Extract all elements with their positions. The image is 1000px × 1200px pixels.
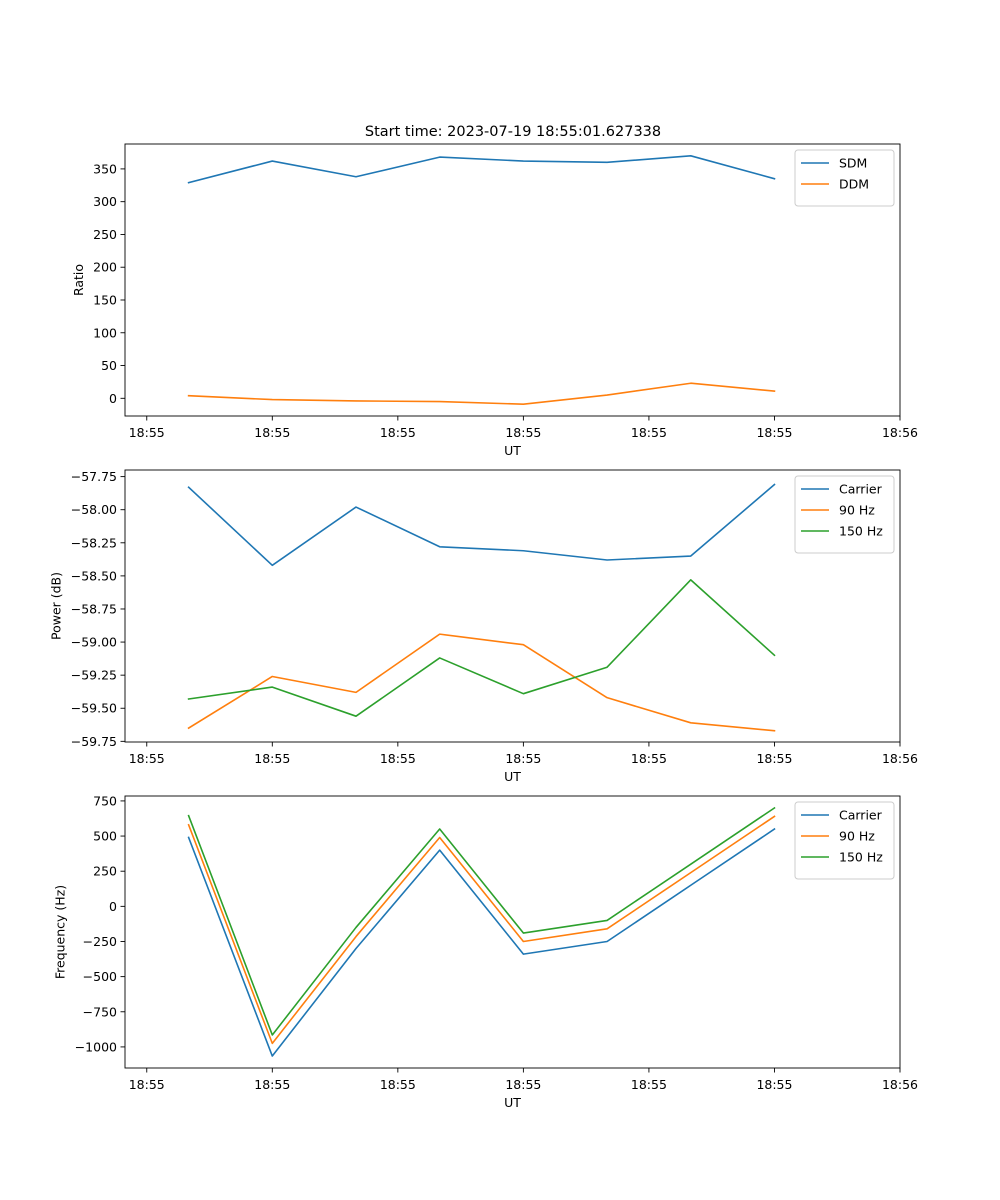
figure-title: Start time: 2023-07-19 18:55:01.627338 <box>365 124 661 140</box>
legend: SDM DDM <box>794 149 895 207</box>
x-tick-label: 18:55 <box>254 751 290 766</box>
series-line-90-hz <box>187 633 776 732</box>
y-tick-label: −59.00 <box>71 635 117 650</box>
legend-entry: SDM <box>839 156 867 171</box>
y-tick-label: −59.25 <box>71 668 117 683</box>
y-tick-label: 0 <box>109 899 117 914</box>
plot-frame <box>124 143 901 417</box>
x-axis-label: UT <box>504 1095 521 1110</box>
series-line-ddm <box>187 382 776 406</box>
legend-box <box>794 149 895 207</box>
y-tick-label: 250 <box>93 227 117 242</box>
legend: Carrier 90 Hz 150 Hz <box>794 475 895 554</box>
y-tick-label: −57.75 <box>71 469 117 484</box>
x-tick-label: 18:55 <box>129 1077 165 1092</box>
plot-frame <box>124 469 901 743</box>
y-axis-label: Ratio <box>71 264 86 296</box>
x-tick-label: 18:55 <box>380 751 416 766</box>
legend-entry: DDM <box>839 177 869 192</box>
chart-panel-1: 18:55 18:55 18:55 18:55 18:55 18:55 18:56 0 50 10… <box>71 143 918 458</box>
x-tick-label: 18:55 <box>254 425 290 440</box>
x-tick-label: 18:56 <box>882 425 918 440</box>
x-tick-label: 18:56 <box>882 751 918 766</box>
series-line-carrier <box>187 483 776 567</box>
x-tick-label: 18:55 <box>631 751 667 766</box>
chart-panels: 18:55 18:55 18:55 18:55 18:55 18:55 18:56 0 50 10… <box>49 143 918 1110</box>
y-tick-label: 300 <box>93 194 117 209</box>
y-tick-label: −59.75 <box>71 734 117 749</box>
series-line-150-hz <box>187 806 776 1036</box>
y-axis-label: Frequency (Hz) <box>53 885 68 979</box>
x-tick-label: 18:55 <box>129 751 165 766</box>
y-axis-label: Power (dB) <box>49 572 64 640</box>
y-tick-label: 50 <box>101 358 117 373</box>
x-tick-label: 18:55 <box>129 425 165 440</box>
y-tick-label: −58.00 <box>71 502 117 517</box>
series-line-carrier <box>187 827 776 1057</box>
legend-box <box>794 801 895 880</box>
legend-entry: Carrier <box>839 808 883 823</box>
legend-box <box>794 475 895 554</box>
y-tick-label: −250 <box>83 934 117 949</box>
x-tick-label: 18:55 <box>380 1077 416 1092</box>
x-tick-label: 18:55 <box>505 751 541 766</box>
y-tick-label: −1000 <box>75 1039 117 1054</box>
legend-entry: Carrier <box>839 482 883 497</box>
y-tick-label: 200 <box>93 260 117 275</box>
x-axis-label: UT <box>504 769 521 784</box>
chart-panel-2: 18:55 18:55 18:55 18:55 18:55 18:55 18:56 −59.7… <box>49 469 918 784</box>
x-axis-label: UT <box>504 443 521 458</box>
y-tick-label: −59.50 <box>71 701 117 716</box>
y-tick-label: 250 <box>93 864 117 879</box>
y-tick-label: 0 <box>109 391 117 406</box>
y-tick-label: −58.25 <box>71 535 117 550</box>
legend-entry: 150 Hz <box>839 524 883 539</box>
series-line-sdm <box>187 155 776 184</box>
y-tick-label: −58.75 <box>71 601 117 616</box>
series-line-150-hz <box>187 579 776 717</box>
x-tick-label: 18:55 <box>505 1077 541 1092</box>
y-tick-label: 350 <box>93 161 117 176</box>
x-tick-label: 18:55 <box>631 1077 667 1092</box>
y-tick-label: 150 <box>93 292 117 307</box>
x-tick-label: 18:55 <box>254 1077 290 1092</box>
x-tick-label: 18:55 <box>380 425 416 440</box>
x-tick-label: 18:55 <box>505 425 541 440</box>
x-tick-label: 18:55 <box>756 425 792 440</box>
legend-entry: 90 Hz <box>839 829 875 844</box>
legend-entry: 150 Hz <box>839 850 883 865</box>
y-tick-label: −58.50 <box>71 568 117 583</box>
y-tick-label: −750 <box>83 1004 117 1019</box>
plot-frame <box>124 795 901 1069</box>
series-line-90-hz <box>187 815 776 1045</box>
x-tick-label: 18:55 <box>756 1077 792 1092</box>
legend-entry: 90 Hz <box>839 503 875 518</box>
legend: Carrier 90 Hz 150 Hz <box>794 801 895 880</box>
y-tick-label: −500 <box>83 969 117 984</box>
y-tick-label: 100 <box>93 325 117 340</box>
x-tick-label: 18:56 <box>882 1077 918 1092</box>
y-tick-label: 750 <box>93 793 117 808</box>
x-tick-label: 18:55 <box>756 751 792 766</box>
y-tick-label: 500 <box>93 829 117 844</box>
chart-panel-3: 18:55 18:55 18:55 18:55 18:55 18:55 18:56 −1000… <box>53 793 918 1110</box>
x-tick-label: 18:55 <box>631 425 667 440</box>
